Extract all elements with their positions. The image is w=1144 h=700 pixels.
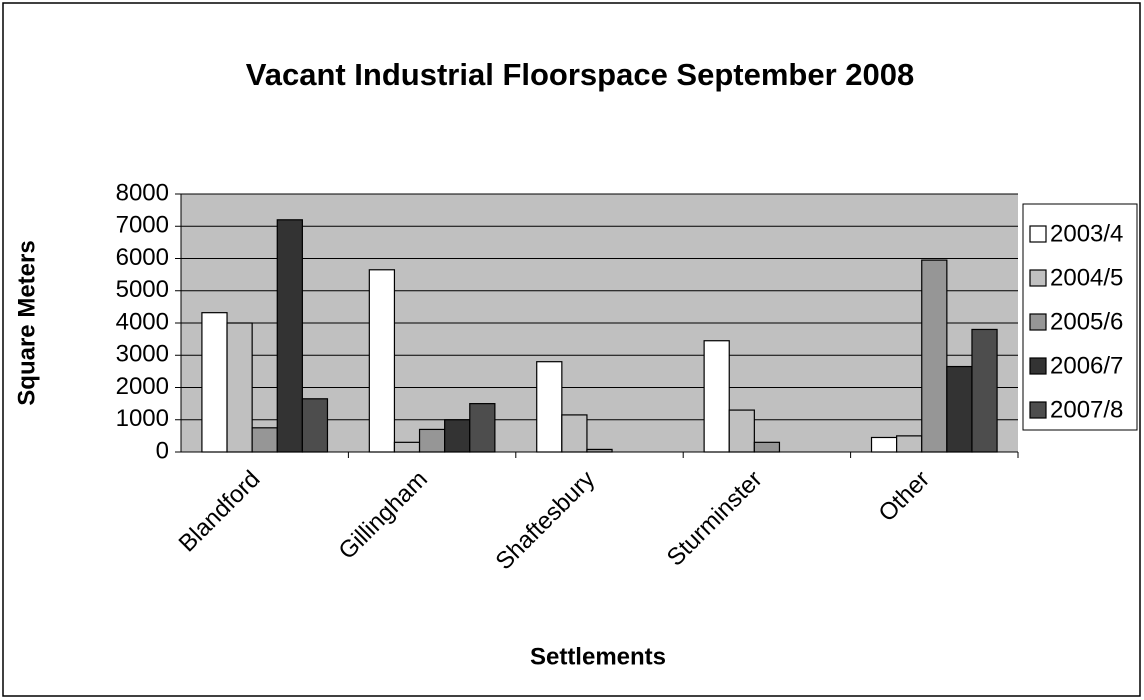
bar [921, 259, 948, 453]
legend-swatch [1029, 269, 1047, 287]
bar [368, 269, 396, 453]
bar [393, 441, 421, 453]
legend-label: 2006/7 [1050, 352, 1123, 379]
legend-label: 2003/4 [1050, 220, 1123, 247]
bar [971, 328, 998, 453]
bar [301, 398, 329, 453]
bar [753, 441, 781, 453]
y-tick-label: 5000 [116, 276, 169, 303]
bar [444, 419, 471, 453]
bar [870, 436, 898, 453]
y-tick-label: 1000 [116, 405, 169, 432]
bar [728, 409, 755, 453]
y-tick-label: 7000 [116, 212, 169, 239]
legend-label: 2007/8 [1050, 396, 1123, 423]
chart-title: Vacant Industrial Floorspace September 2… [246, 57, 914, 92]
legend-label: 2005/6 [1050, 308, 1123, 335]
bar [586, 448, 613, 453]
bar [201, 312, 228, 453]
legend-swatch [1029, 357, 1047, 375]
y-tick-label: 8000 [116, 179, 169, 206]
y-tick-label: 3000 [116, 341, 169, 368]
bar [703, 340, 730, 453]
bar [418, 428, 446, 453]
bar [946, 365, 973, 453]
y-tick-label: 4000 [116, 308, 169, 335]
legend-label: 2004/5 [1050, 264, 1123, 291]
y-axis-label: Square Meters [13, 240, 40, 405]
bar [536, 361, 563, 453]
bar [226, 322, 253, 453]
legend-swatch [1029, 225, 1047, 243]
legend-swatch [1029, 401, 1047, 419]
bar [251, 427, 278, 453]
legend-swatch [1029, 313, 1047, 331]
bar [561, 414, 588, 453]
bar [896, 435, 923, 453]
y-tick-label: 0 [156, 437, 169, 464]
bar [276, 219, 303, 453]
x-axis-label: Settlements [530, 643, 666, 670]
y-tick-label: 6000 [116, 244, 169, 271]
y-tick-label: 2000 [116, 373, 169, 400]
bar [469, 403, 496, 453]
